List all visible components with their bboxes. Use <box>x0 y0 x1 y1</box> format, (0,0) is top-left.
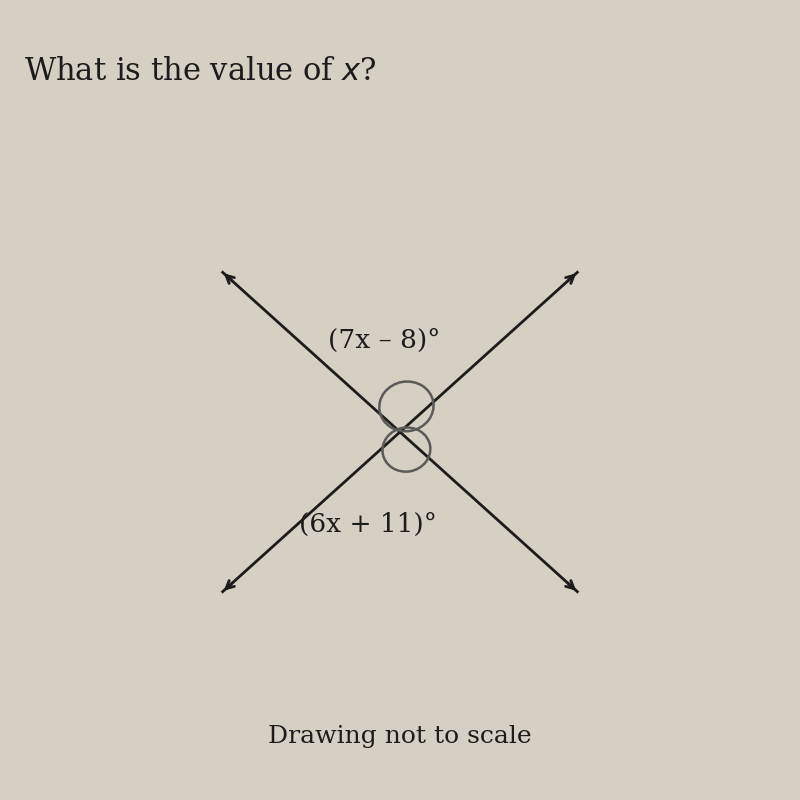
Text: Drawing not to scale: Drawing not to scale <box>268 725 532 747</box>
Text: (6x + 11)°: (6x + 11)° <box>299 511 437 537</box>
Text: What is the value of $x$?: What is the value of $x$? <box>24 56 377 87</box>
Text: (7x – 8)°: (7x – 8)° <box>328 327 440 353</box>
